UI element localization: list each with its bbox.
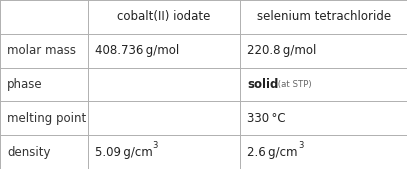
Text: 2.6 g/cm: 2.6 g/cm <box>247 146 298 159</box>
Text: cobalt(II) iodate: cobalt(II) iodate <box>117 10 210 23</box>
Text: 5.09 g/cm: 5.09 g/cm <box>95 146 153 159</box>
Text: density: density <box>7 146 51 159</box>
Text: solid: solid <box>247 78 279 91</box>
Text: 220.8 g/mol: 220.8 g/mol <box>247 44 317 57</box>
Text: 3: 3 <box>153 141 158 150</box>
Text: 3: 3 <box>298 141 303 150</box>
Text: (at STP): (at STP) <box>275 80 312 89</box>
Text: melting point: melting point <box>7 112 87 125</box>
Text: molar mass: molar mass <box>7 44 77 57</box>
Text: phase: phase <box>7 78 43 91</box>
Text: selenium tetrachloride: selenium tetrachloride <box>256 10 391 23</box>
Text: 330 °C: 330 °C <box>247 112 286 125</box>
Text: 408.736 g/mol: 408.736 g/mol <box>95 44 179 57</box>
